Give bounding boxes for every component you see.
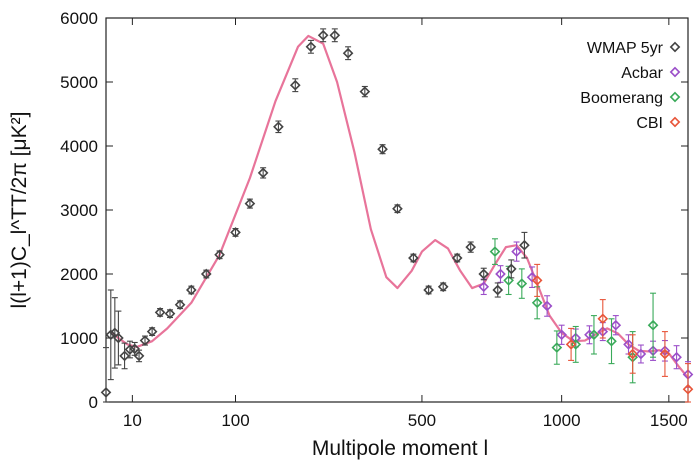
y-tick-label: 4000 <box>60 137 98 156</box>
wmap-5yr-point <box>244 198 256 209</box>
wmap-5yr-point <box>257 167 269 179</box>
wmap-5yr-point <box>359 85 371 98</box>
x-tick-label: 500 <box>408 411 436 430</box>
x-tick-label: 1000 <box>543 411 581 430</box>
x-tick-label: 1500 <box>650 411 688 430</box>
y-tick-label: 6000 <box>60 9 98 28</box>
cbi-point <box>627 334 639 374</box>
y-tick-label: 2000 <box>60 265 98 284</box>
wmap-5yr-point <box>437 281 449 293</box>
y-axis-label: l(l+1)C_l^TT/2π [μK²] <box>8 112 31 309</box>
y-axis-ticks: 0 1000 2000 3000 4000 5000 6000 <box>60 9 688 412</box>
wmap-5yr-point <box>214 249 225 261</box>
wmap-5yr-point <box>505 259 517 279</box>
wmap-5yr-point <box>478 267 490 281</box>
acbar-point <box>526 266 538 288</box>
wmap-5yr-point <box>146 326 158 337</box>
legend: WMAP 5yr Acbar Boomerang CBI <box>580 40 681 132</box>
wmap-5yr-point <box>105 289 117 381</box>
wmap-5yr-point <box>423 284 434 296</box>
boomerang-point <box>516 268 528 299</box>
boomerang-point <box>606 318 617 365</box>
acbar-point <box>478 278 490 296</box>
y-tick-label: 1000 <box>60 329 98 348</box>
boomerang-point <box>588 315 600 355</box>
y-tick-label: 0 <box>89 393 98 412</box>
wmap-5yr-point <box>113 310 124 366</box>
wmap-5yr-point <box>392 203 403 215</box>
wmap-5yr-point <box>129 341 141 356</box>
wmap-5yr-point <box>305 39 317 54</box>
wmap-5yr-point <box>408 252 419 264</box>
wmap-5yr-point <box>451 252 463 264</box>
boomerang-point <box>647 292 659 358</box>
wmap-5yr-point <box>139 335 151 346</box>
y-tick-label: 5000 <box>60 73 98 92</box>
acbar-point <box>541 295 553 317</box>
wmap-5yr-point <box>100 347 112 403</box>
wmap-5yr-point <box>185 284 197 296</box>
cbi-point <box>565 327 577 361</box>
legend-marker-acbar <box>669 66 681 78</box>
wmap-5yr-point <box>377 143 388 155</box>
acbar-point <box>635 344 647 364</box>
wmap-5yr-point <box>119 342 130 370</box>
legend-marker-boomerang <box>669 91 681 103</box>
legend-label-boomerang: Boomerang <box>580 90 663 107</box>
legend-marker-cbi <box>669 116 681 128</box>
wmap-5yr-point <box>329 28 341 43</box>
boomerang-point <box>551 330 563 365</box>
wmap-5yr-point <box>164 308 176 320</box>
boomerang-point <box>489 238 501 265</box>
data-points-layer <box>100 28 694 403</box>
acbar-point <box>610 315 622 336</box>
x-axis-ticks: 10 100 500 1000 1500 <box>123 18 688 430</box>
acbar-point <box>495 265 506 283</box>
legend-label-cbi: CBI <box>636 115 663 132</box>
wmap-5yr-point <box>519 231 530 259</box>
cbi-point <box>682 363 694 403</box>
wmap-5yr-point <box>492 282 504 298</box>
x-tick-label: 100 <box>221 411 249 430</box>
wmap-5yr-point <box>133 349 145 363</box>
wmap-5yr-point <box>342 46 354 61</box>
wmap-5yr-point <box>465 241 477 253</box>
wmap-5yr-point <box>230 227 241 238</box>
wmap-5yr-point <box>289 78 301 93</box>
acbar-point <box>671 345 682 370</box>
wmap-5yr-point <box>273 120 284 134</box>
x-axis-label: Multipole moment l <box>312 437 488 460</box>
wmap-5yr-point <box>154 307 166 318</box>
acbar-point <box>556 324 567 345</box>
acbar-point <box>511 241 522 262</box>
cbi-point <box>659 331 671 377</box>
cbi-point <box>597 299 609 339</box>
legend-marker-wmap-5yr <box>669 41 681 53</box>
wmap-5yr-point <box>174 299 186 311</box>
legend-label-wmap-5yr: WMAP 5yr <box>587 40 664 57</box>
x-tick-label: 10 <box>123 411 142 430</box>
cbi-point <box>531 263 543 297</box>
wmap-5yr-point <box>317 28 329 43</box>
legend-label-acbar: Acbar <box>621 65 663 82</box>
wmap-5yr-point <box>200 268 212 280</box>
y-tick-label: 3000 <box>60 201 98 220</box>
wmap-5yr-point <box>124 340 136 359</box>
